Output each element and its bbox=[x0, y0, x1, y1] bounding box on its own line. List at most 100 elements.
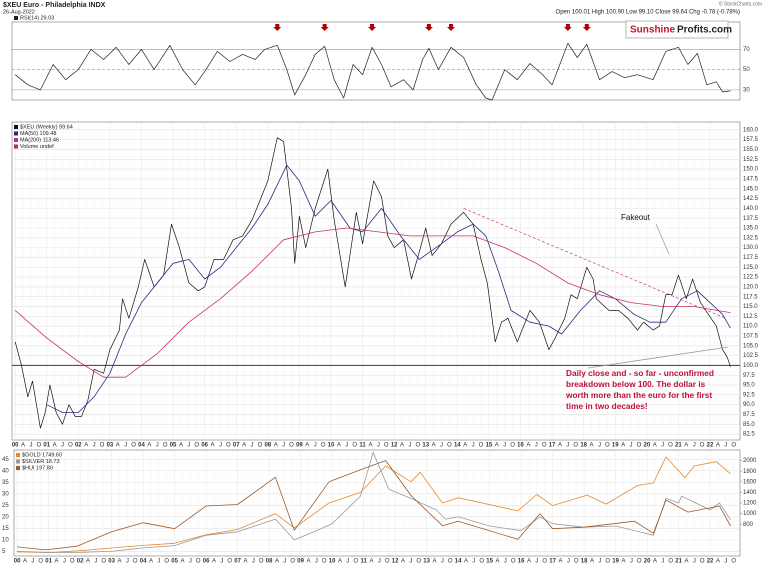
x-tick-label: 16 bbox=[518, 559, 525, 565]
x-tick-label: 02 bbox=[77, 559, 84, 565]
x-tick-label: 20 bbox=[644, 559, 651, 565]
x-tick-label: 08 bbox=[264, 443, 271, 449]
x-tick-label: J bbox=[315, 559, 318, 565]
legend-swatch bbox=[16, 453, 20, 457]
x-tick-label: 18 bbox=[580, 443, 587, 449]
y-tick-label: 152.5 bbox=[743, 157, 759, 163]
y2-tick-label: 1800 bbox=[743, 469, 757, 475]
x-tick-label: 06 bbox=[201, 443, 208, 449]
x-tick-label: A bbox=[243, 559, 247, 565]
signal-arrow bbox=[582, 24, 591, 31]
x-tick-label: 04 bbox=[140, 559, 147, 565]
signal-arrow bbox=[320, 24, 329, 31]
x-tick-label: 15 bbox=[486, 443, 493, 449]
x-tick-label: A bbox=[621, 443, 625, 449]
x-tick-label: O bbox=[668, 443, 673, 449]
x-tick-label: O bbox=[573, 443, 578, 449]
x-tick-label: 07 bbox=[234, 559, 241, 565]
x-tick-label: A bbox=[590, 443, 594, 449]
annotation-line: Daily close and - so far - unconfirmed bbox=[566, 368, 714, 378]
logo-text-a: Sunshine bbox=[630, 25, 675, 36]
x-tick-label: J bbox=[124, 443, 127, 449]
x-tick-label: A bbox=[432, 559, 436, 565]
x-tick-label: 21 bbox=[675, 559, 682, 565]
x-tick-label: O bbox=[164, 559, 169, 565]
x-tick-label: J bbox=[567, 559, 570, 565]
x-tick-label: A bbox=[432, 443, 436, 449]
x-tick-label: 08 bbox=[266, 559, 273, 565]
x-tick-label: O bbox=[322, 559, 327, 565]
x-tick-label: O bbox=[637, 443, 642, 449]
y-tick-label: 115.0 bbox=[743, 304, 758, 310]
signal-arrow bbox=[447, 24, 456, 31]
annotation: Fakeout bbox=[621, 213, 651, 222]
annotation-line: breakdown below 100. The dollar is bbox=[566, 379, 706, 389]
y-tick-label: 92.5 bbox=[743, 392, 755, 398]
y-tick-label: 25 bbox=[2, 503, 9, 509]
x-tick-label: J bbox=[220, 559, 223, 565]
logo-text-b: Profits.com bbox=[677, 25, 732, 36]
y-tick-label: 135.0 bbox=[743, 226, 759, 232]
series-line bbox=[14, 42, 731, 101]
x-tick-label: 05 bbox=[171, 559, 178, 565]
credit: © StockCharts.com bbox=[719, 0, 762, 7]
y-tick-label: 142.5 bbox=[743, 196, 759, 202]
x-tick-label: O bbox=[259, 559, 264, 565]
x-tick-label: O bbox=[321, 443, 326, 449]
y2-tick-label: 800 bbox=[743, 522, 754, 528]
y-tick-label: 100.0 bbox=[743, 363, 759, 369]
x-tick-label: A bbox=[337, 443, 341, 449]
y-tick-label: 107.5 bbox=[743, 334, 759, 340]
legend-label: Volume undef bbox=[20, 144, 54, 150]
panel-frame bbox=[11, 21, 741, 101]
x-tick-label: O bbox=[447, 443, 452, 449]
x-tick-label: J bbox=[409, 559, 412, 565]
x-tick-label: A bbox=[558, 443, 562, 449]
x-tick-label: J bbox=[346, 559, 349, 565]
x-tick-label: 16 bbox=[517, 443, 524, 449]
y-tick-label: 102.5 bbox=[743, 353, 759, 359]
x-tick-label: O bbox=[258, 443, 263, 449]
y-tick-label: 20 bbox=[2, 514, 9, 520]
x-tick-label: J bbox=[535, 443, 538, 449]
x-tick-label: 11 bbox=[360, 559, 367, 565]
x-tick-label: O bbox=[731, 443, 736, 449]
y-tick-label: 112.5 bbox=[743, 314, 758, 320]
x-tick-label: O bbox=[700, 443, 705, 449]
x-tick-label: 10 bbox=[329, 559, 336, 565]
y2-tick-label: 1600 bbox=[743, 479, 757, 485]
x-tick-label: A bbox=[305, 443, 309, 449]
y-tick-label: 127.5 bbox=[743, 255, 759, 261]
x-tick-label: 21 bbox=[675, 443, 682, 449]
x-tick-label: A bbox=[716, 443, 720, 449]
y-tick-label: 10 bbox=[2, 537, 9, 543]
x-tick-label: A bbox=[590, 559, 594, 565]
x-tick-label: 22 bbox=[707, 559, 714, 565]
x-tick-label: O bbox=[700, 559, 705, 565]
x-tick-label: A bbox=[684, 559, 688, 565]
y-tick-label: 110.0 bbox=[743, 324, 758, 330]
x-tick-label: O bbox=[416, 443, 421, 449]
x-tick-label: A bbox=[179, 443, 183, 449]
x-tick-label: J bbox=[31, 559, 34, 565]
x-tick-label: J bbox=[408, 443, 411, 449]
y-tick-label: 137.5 bbox=[743, 216, 759, 222]
x-tick-label: O bbox=[133, 559, 138, 565]
legend-label: $HUI 197.80 bbox=[22, 465, 53, 471]
x-tick-label: O bbox=[353, 559, 358, 565]
x-tick-label: 17 bbox=[549, 559, 556, 565]
y-tick-label: 85.0 bbox=[743, 422, 755, 428]
x-tick-label: A bbox=[463, 443, 467, 449]
x-tick-label: A bbox=[464, 559, 468, 565]
x-tick-label: A bbox=[495, 443, 499, 449]
x-tick-label: A bbox=[495, 559, 499, 565]
x-tick-label: J bbox=[94, 559, 97, 565]
x-tick-label: 13 bbox=[422, 443, 429, 449]
y-tick-label: 35 bbox=[2, 480, 9, 486]
x-tick-label: 20 bbox=[643, 443, 650, 449]
legend-label: RSI(14) 29.03 bbox=[20, 15, 54, 21]
x-tick-label: O bbox=[131, 443, 136, 449]
x-tick-label: A bbox=[21, 443, 25, 449]
x-tick-label: J bbox=[535, 559, 538, 565]
x-tick-label: J bbox=[219, 443, 222, 449]
